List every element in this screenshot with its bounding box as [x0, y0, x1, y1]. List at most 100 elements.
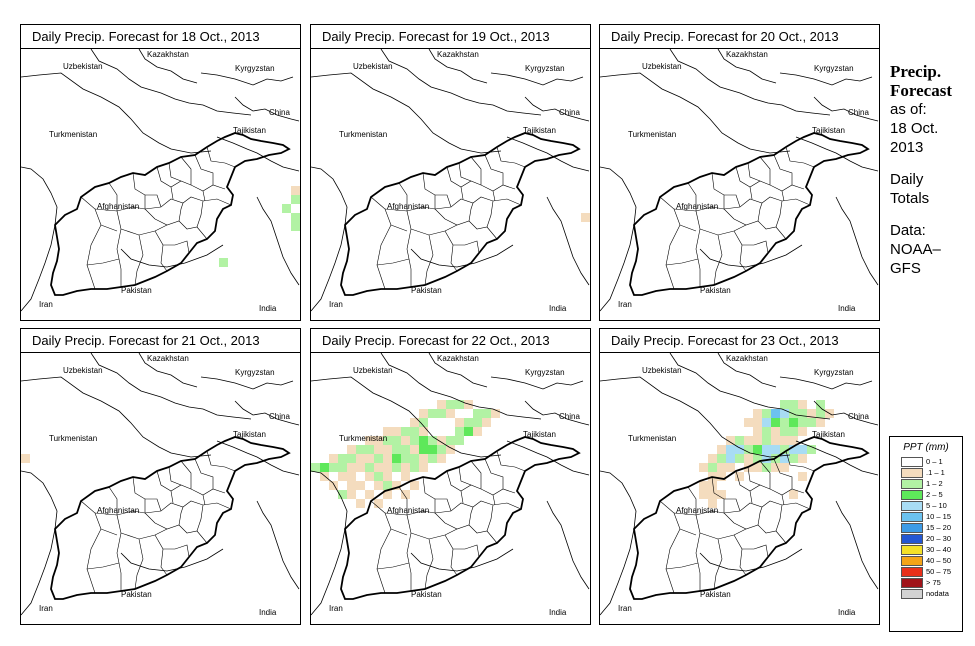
precip-cell [780, 436, 789, 445]
precip-cell [356, 454, 365, 463]
precip-cell [428, 445, 437, 454]
country-label: India [549, 608, 567, 617]
province-lines [370, 146, 526, 290]
precip-cell [699, 481, 708, 490]
precip-cell [744, 436, 753, 445]
country-label: Uzbekistan [642, 62, 682, 71]
province-line [145, 194, 162, 208]
precip-cell [753, 454, 762, 463]
country-label: Turkmenistan [339, 130, 387, 139]
border-line [90, 49, 252, 116]
precip-cell [482, 418, 491, 427]
province-line [116, 210, 122, 287]
border-line [699, 548, 803, 572]
border-line [506, 440, 590, 476]
province-line [178, 202, 184, 222]
precip-cell [347, 445, 356, 454]
country-label: Pakistan [411, 590, 442, 599]
panel-title: Daily Precip. Forecast for 23 Oct., 2013 [600, 329, 879, 353]
afghanistan-outline [629, 436, 870, 600]
country-borders [21, 49, 300, 312]
border-line [600, 376, 791, 458]
source-line1: NOAA– [890, 241, 941, 258]
province-line [132, 172, 156, 220]
precip-cell [807, 418, 816, 427]
province-line [679, 224, 697, 232]
province-line [695, 514, 701, 591]
country-label: Turkmenistan [49, 130, 97, 139]
legend-swatch [901, 479, 923, 489]
province-line [699, 528, 747, 540]
map: Uzbekistan Kazakhstan Kyrgyzstan China Turkm… [600, 49, 879, 313]
province-line [434, 196, 522, 210]
legend-item: 1 – 2 [890, 479, 962, 490]
country-label: Iran [39, 604, 53, 613]
country-label: Tajikistan [812, 126, 845, 135]
border-line [428, 353, 488, 388]
asof-date: 18 Oct. [890, 120, 939, 137]
precip-cell [744, 445, 753, 454]
province-line [460, 490, 464, 504]
afghanistan-outline [50, 132, 291, 296]
country-label: Kyrgyzstan [235, 368, 275, 377]
legend-item: 15 – 20 [890, 523, 962, 534]
legend-item: 40 – 50 [890, 556, 962, 567]
precip-cell [789, 490, 798, 499]
precip-cell [798, 400, 807, 409]
province-line [384, 206, 436, 212]
border-line [21, 376, 212, 458]
country-label: Turkmenistan [628, 434, 676, 443]
province-line [444, 230, 458, 272]
precip-cell [753, 427, 762, 436]
legend-label: nodata [926, 589, 949, 598]
precip-cell [320, 472, 329, 481]
border-line [311, 72, 502, 154]
province-line [673, 510, 725, 516]
precip-cell [753, 418, 762, 427]
border-line [21, 224, 56, 312]
precip-cell [329, 481, 338, 490]
border-line [311, 528, 346, 616]
border-line [138, 49, 198, 84]
panel-title: Daily Precip. Forecast for 21 Oct., 2013 [21, 329, 300, 353]
border-line [546, 500, 590, 590]
precip-cell [338, 472, 347, 481]
precip-cell [437, 400, 446, 409]
precip-cell [365, 445, 374, 454]
province-line [679, 528, 697, 536]
province-line [100, 528, 118, 536]
precip-cell [383, 472, 392, 481]
country-label: Turkmenistan [49, 434, 97, 443]
precip-cell [282, 204, 291, 213]
legend-swatch [901, 534, 923, 544]
country-label: Iran [39, 300, 53, 309]
precip-cells [311, 400, 500, 508]
border-line [311, 376, 502, 458]
province-line [733, 534, 747, 576]
precip-cell [383, 481, 392, 490]
precip-cell [428, 409, 437, 418]
precip-cell [699, 463, 708, 472]
precip-cell [419, 427, 428, 436]
province-line [194, 154, 214, 185]
province-line [695, 210, 701, 287]
province-line [156, 166, 192, 188]
precip-cell [735, 436, 744, 445]
precip-cell [374, 463, 383, 472]
border-line [120, 548, 224, 572]
legend-label: 30 – 40 [926, 545, 952, 554]
precip-cell [392, 436, 401, 445]
border-line [795, 440, 879, 476]
province-line [687, 486, 697, 515]
province-line [154, 218, 208, 240]
country-label: China [559, 108, 580, 117]
precip-cell [291, 222, 300, 231]
border-line [717, 353, 777, 388]
precip-cell [338, 454, 347, 463]
legend-label: 10 – 15 [926, 512, 952, 521]
forecast-panel: Daily Precip. Forecast for 20 Oct., 2013… [599, 24, 880, 321]
precip-cell [708, 463, 717, 472]
border-line [380, 49, 542, 116]
precip-cell [798, 445, 807, 454]
province-line [470, 460, 516, 496]
